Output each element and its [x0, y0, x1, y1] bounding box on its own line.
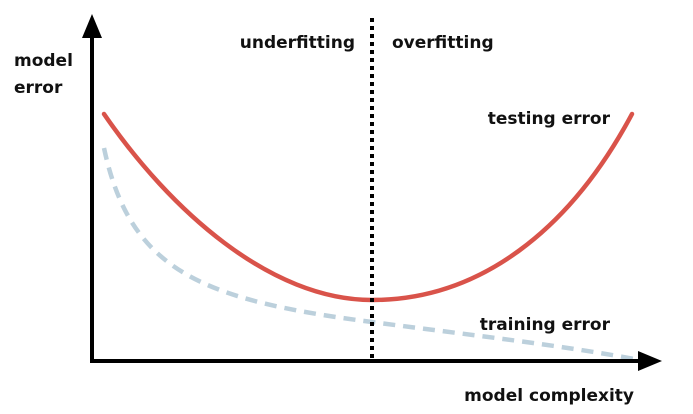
- y-axis-arrowhead: [82, 14, 102, 38]
- x-axis-arrowhead: [638, 351, 662, 371]
- training-error-label: training error: [480, 315, 611, 335]
- overfitting-label: overfitting: [392, 33, 494, 53]
- y-axis-label-line1: model: [14, 51, 73, 71]
- y-axis-label-line2: error: [14, 78, 63, 98]
- underfitting-label: underfitting: [240, 33, 355, 53]
- testing-error-label: testing error: [488, 109, 611, 129]
- x-axis-label: model complexity: [464, 386, 634, 406]
